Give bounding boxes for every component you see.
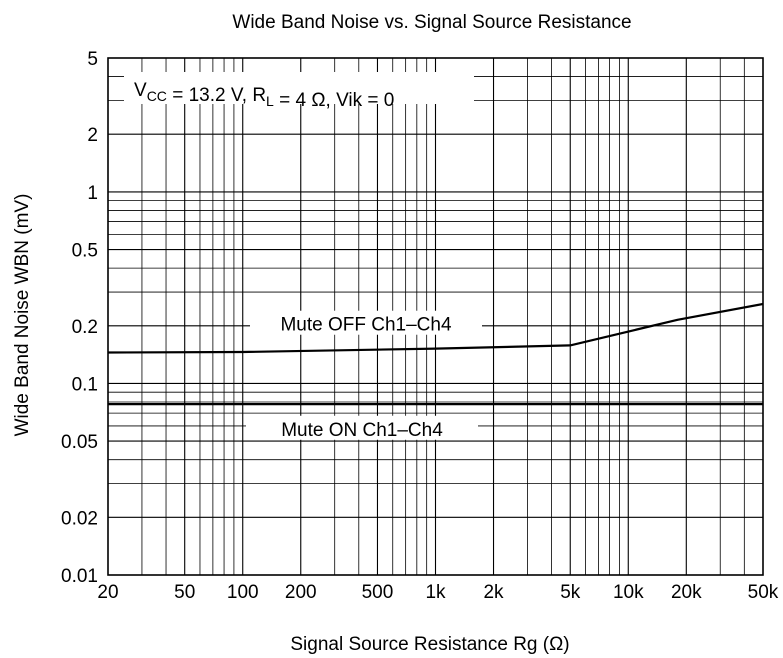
x-tick-label: 5k: [560, 582, 581, 603]
condition-annotation: VCC = 13.2 V, RL = 4 Ω, Vik = 0: [134, 80, 394, 111]
x-tick-label: 2k: [483, 582, 504, 603]
x-tick-label: 20k: [671, 582, 702, 603]
grid: [108, 58, 763, 575]
y-tick-label: 0.01: [61, 566, 98, 587]
y-axis-label: Wide Band Noise WBN (mV): [12, 194, 33, 437]
x-tick-label: 20: [97, 582, 118, 603]
x-tick-label: 200: [285, 582, 317, 603]
y-tick-label: 0.02: [61, 508, 98, 529]
x-tick-label: 500: [362, 582, 394, 603]
x-tick-label: 10k: [613, 582, 644, 603]
series-label: Mute OFF Ch1–Ch4: [280, 315, 451, 336]
y-tick-label: 1: [87, 183, 98, 204]
y-tick-label: 2: [87, 125, 98, 146]
series-labels: Mute OFF Ch1–Ch4 Mute ON Ch1–Ch4 VCC = 13.…: [124, 72, 482, 441]
series-line-mute-off: [107, 302, 764, 354]
y-tick-label: 5: [87, 49, 98, 70]
x-tick-label: 100: [227, 582, 259, 603]
plot-frame: [107, 57, 764, 576]
series-label-background: [250, 310, 482, 335]
y-tick-label: 0.05: [61, 432, 98, 453]
x-axis-label: Signal Source Resistance Rg (Ω): [290, 634, 569, 655]
y-tick-label: 0.1: [72, 374, 98, 395]
series-label: Mute ON Ch1–Ch4: [281, 420, 443, 441]
x-tick-label: 1k: [425, 582, 446, 603]
series-layer: [107, 302, 764, 406]
y-tick-labels: 0.01 0.02 0.05 0.1 0.2 0.5 1 2 5: [61, 49, 98, 587]
chart-title: Wide Band Noise vs. Signal Source Resist…: [232, 12, 631, 33]
condition-annotation-background: [124, 72, 474, 104]
x-tick-labels: 20 50 100 200 500 1k 2k 5k 10k 20k 50k: [97, 582, 778, 603]
y-tick-label: 0.2: [72, 317, 98, 338]
x-tick-label: 50k: [748, 582, 779, 603]
series-label-background: [246, 415, 478, 440]
x-tick-label: 50: [174, 582, 195, 603]
y-tick-label: 0.5: [72, 241, 98, 262]
